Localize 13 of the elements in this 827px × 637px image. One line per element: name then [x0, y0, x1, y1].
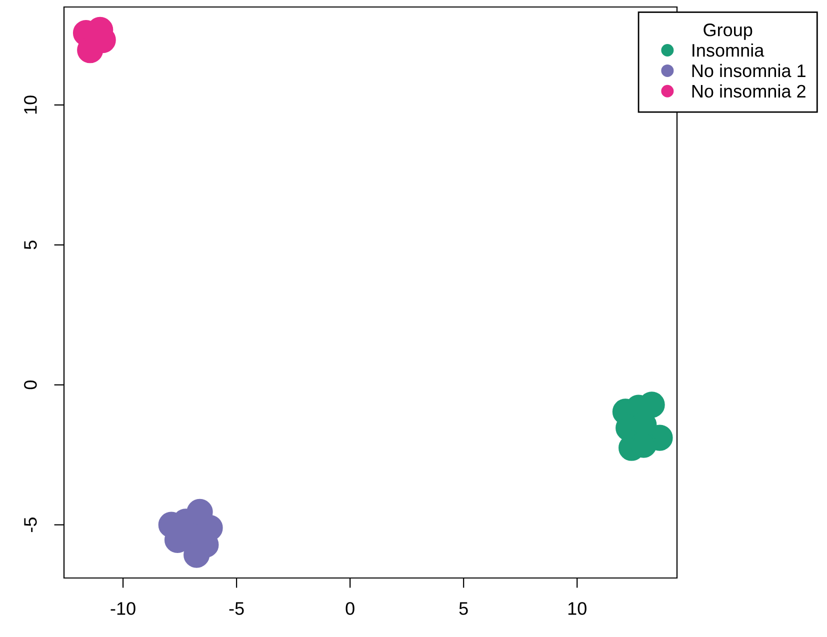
- x-tick-label: 5: [459, 602, 468, 615]
- x-tick-label: 10: [568, 602, 586, 615]
- x-tick-label: 0: [346, 602, 354, 615]
- y-tick-label: 5: [24, 240, 37, 250]
- y-tick-label: 0: [24, 380, 37, 390]
- y-tick-label: 10: [24, 96, 37, 114]
- legend-label: Insomnia: [692, 43, 764, 57]
- x-tick-label: -10: [110, 602, 136, 615]
- y-tick-label: -5: [24, 518, 37, 532]
- legend-label: No insomnia 2: [692, 84, 806, 98]
- legend-label: No insomnia 1: [692, 64, 806, 78]
- legend-title: Group: [704, 24, 752, 40]
- x-tick-label: -5: [229, 602, 244, 615]
